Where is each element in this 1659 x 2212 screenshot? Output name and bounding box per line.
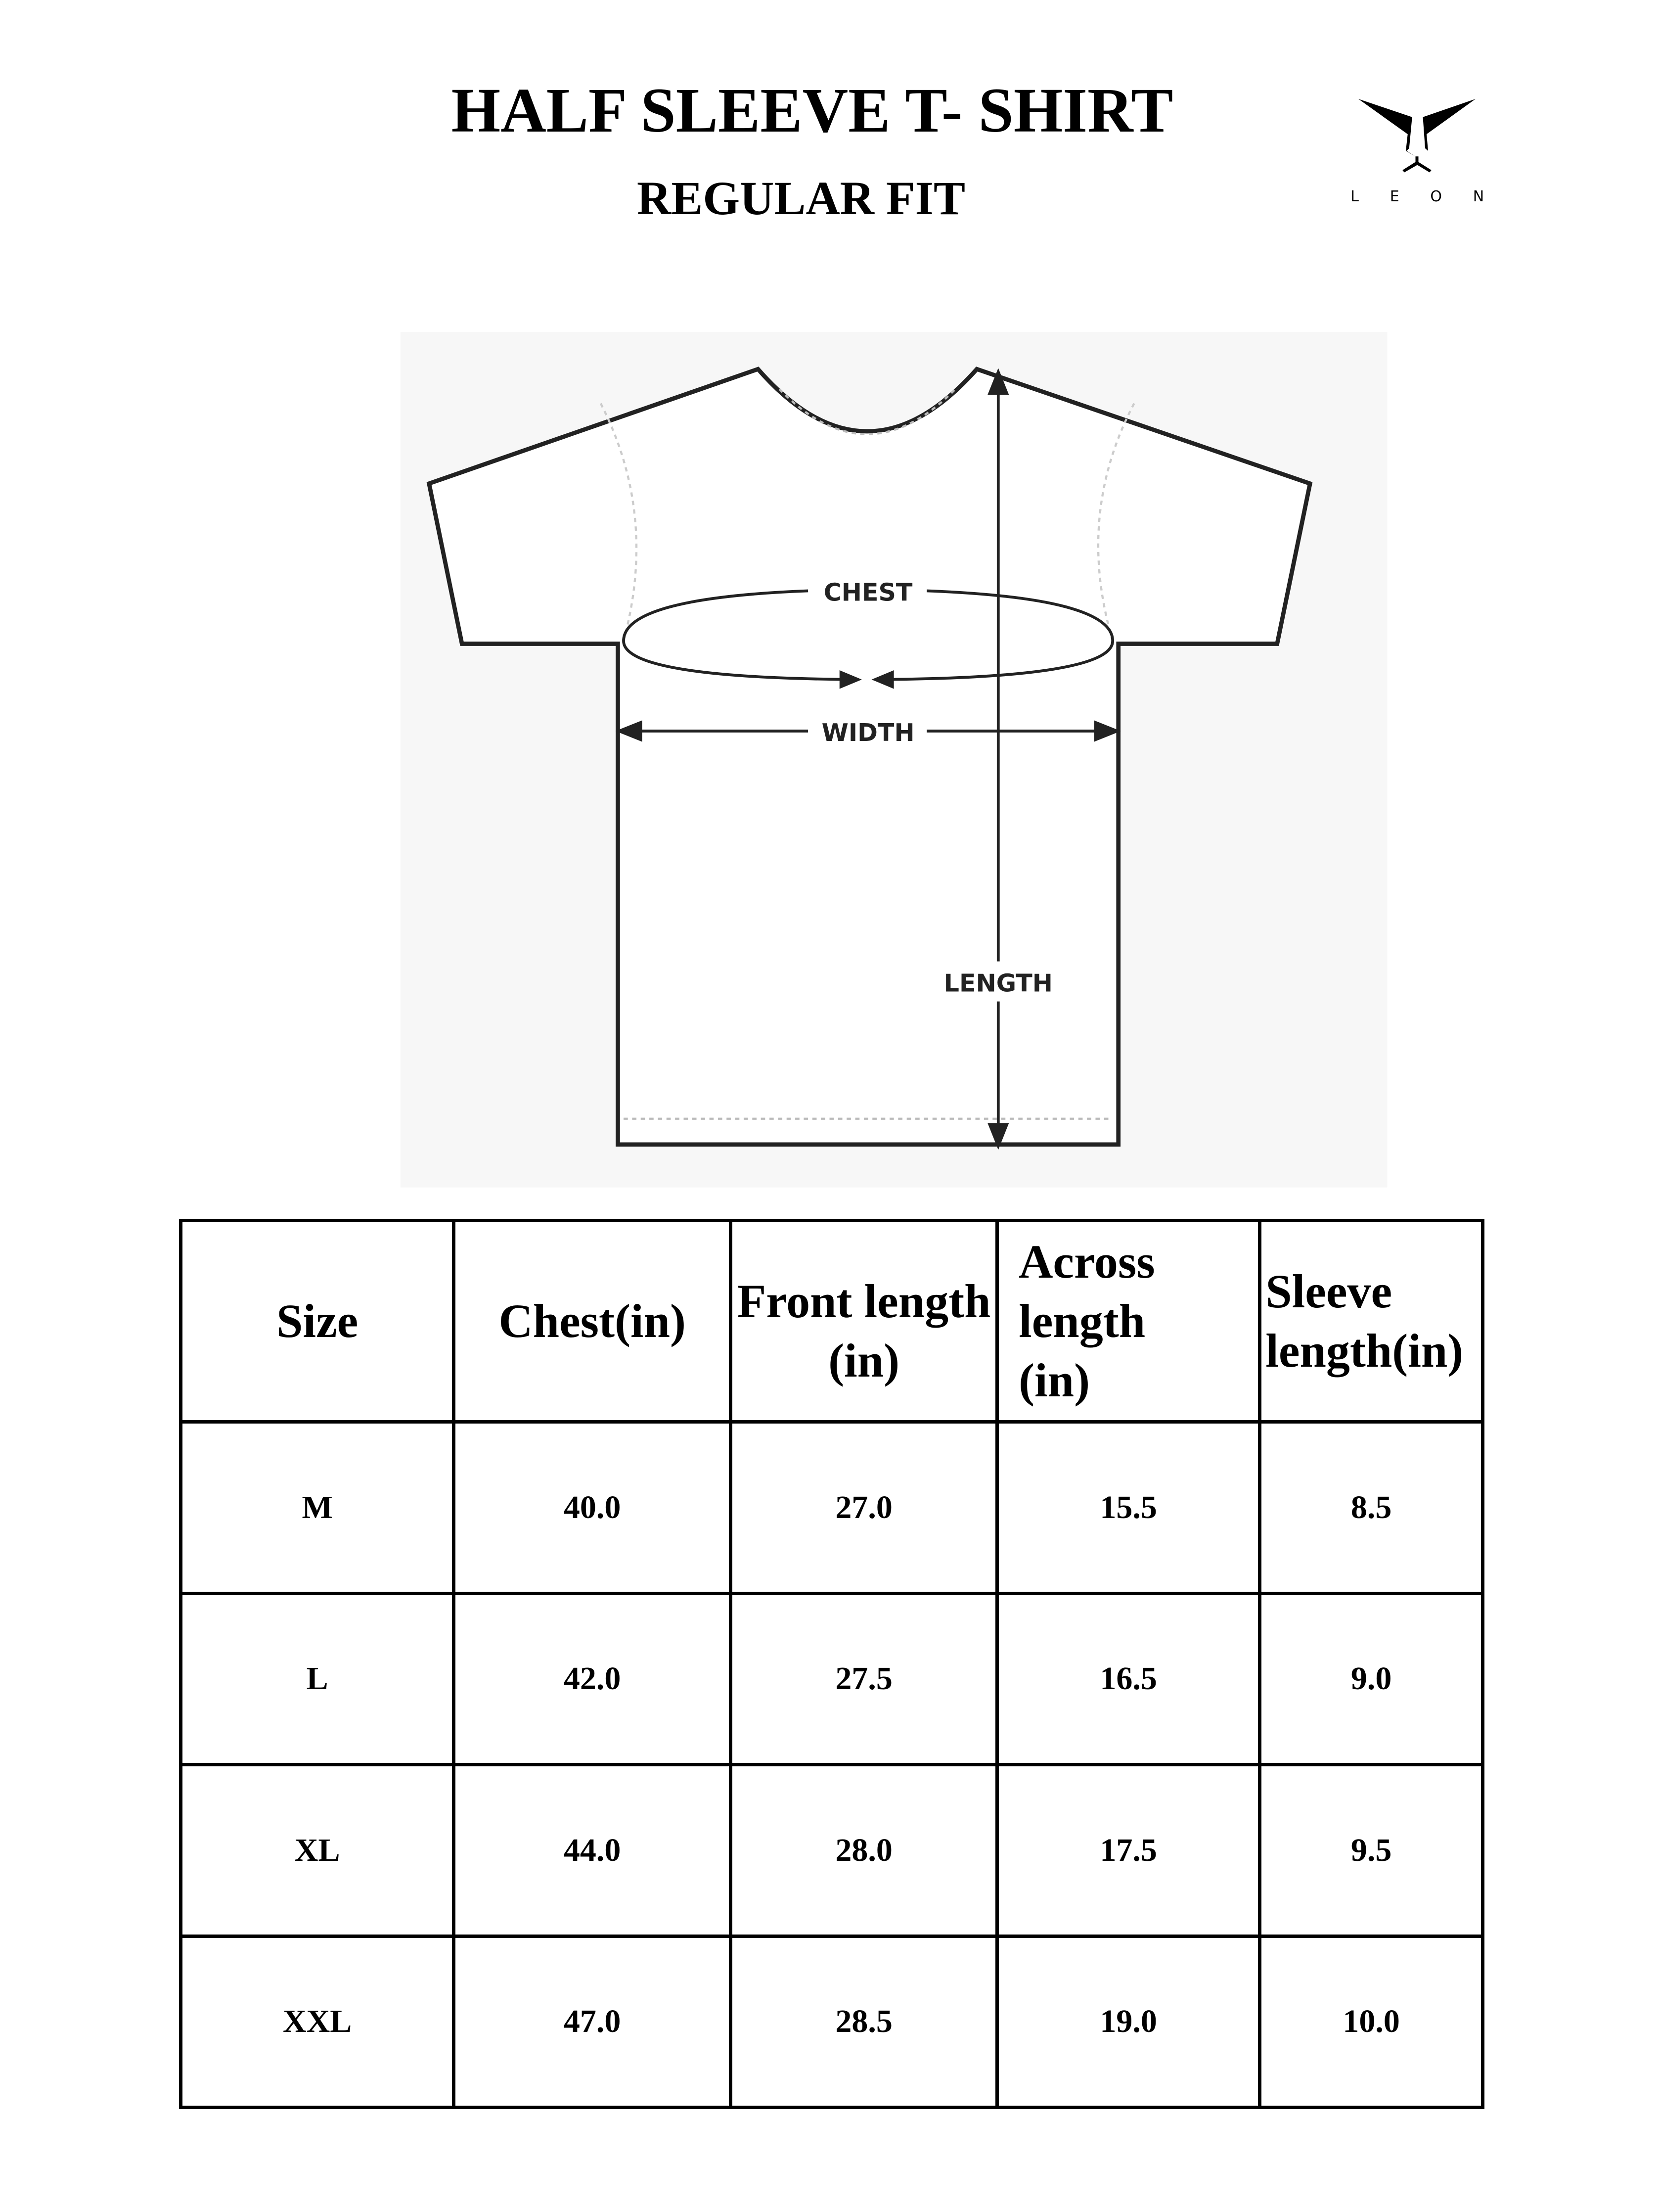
cell-chest: 40.0: [452, 1420, 733, 1595]
cell-size: XL: [179, 1763, 456, 1938]
sleeve-seam-right: [1097, 403, 1135, 642]
table-row: L 42.0 27.5 16.5 9.0: [179, 1591, 1484, 1766]
cell-sleeve-length: 10.0: [1258, 1934, 1484, 2109]
cell-across-length: 15.5: [995, 1420, 1262, 1595]
page-subtitle: REGULAR FIT: [636, 172, 966, 225]
cell-sleeve-length: 9.0: [1258, 1591, 1484, 1766]
table-row: XL 44.0 28.0 17.5 9.5: [179, 1763, 1484, 1938]
cell-sleeve-length: 9.5: [1258, 1763, 1484, 1938]
table-header-row: Size Chest(in) Front length (in) Across …: [179, 1219, 1484, 1424]
chest-measure: [622, 589, 1115, 689]
cell-front-length: 28.5: [729, 1934, 999, 2109]
cell-size: XXL: [179, 1934, 456, 2109]
lion-head-icon: [1358, 99, 1476, 173]
cell-size: M: [179, 1420, 456, 1595]
length-label: LENGTH: [944, 968, 1053, 997]
length-arrow: [987, 368, 1009, 1150]
header-sleeve-length: Sleeve length(in): [1258, 1219, 1484, 1424]
chest-label: CHEST: [824, 578, 913, 607]
width-arrow: [615, 720, 1121, 742]
cell-sleeve-length: 8.5: [1258, 1420, 1484, 1595]
cell-across-length: 16.5: [995, 1591, 1262, 1766]
header-across-length: Across length (in): [995, 1219, 1262, 1424]
header-chest: Chest(in): [452, 1219, 733, 1424]
header-front-length: Front length (in): [729, 1219, 999, 1424]
sleeve-seam-left: [599, 403, 638, 642]
cell-across-length: 17.5: [995, 1763, 1262, 1938]
cell-chest: 42.0: [452, 1591, 733, 1766]
table-row: M 40.0 27.0 15.5 8.5: [179, 1420, 1484, 1595]
cell-chest: 44.0: [452, 1763, 733, 1938]
table-row: XXL 47.0 28.5 19.0 10.0: [179, 1934, 1484, 2109]
cell-front-length: 27.0: [729, 1420, 999, 1595]
size-chart-table: Size Chest(in) Front length (in) Across …: [179, 1219, 1484, 2109]
width-label: WIDTH: [822, 718, 915, 747]
cell-across-length: 19.0: [995, 1934, 1262, 2109]
leon-logo: LEON: [1350, 99, 1484, 205]
page-title: HALF SLEEVE T- SHIRT: [451, 75, 1173, 145]
cell-chest: 47.0: [452, 1934, 733, 2109]
cell-size: L: [179, 1591, 456, 1766]
cell-front-length: 27.5: [729, 1591, 999, 1766]
header-size: Size: [179, 1219, 456, 1424]
cell-front-length: 28.0: [729, 1763, 999, 1938]
